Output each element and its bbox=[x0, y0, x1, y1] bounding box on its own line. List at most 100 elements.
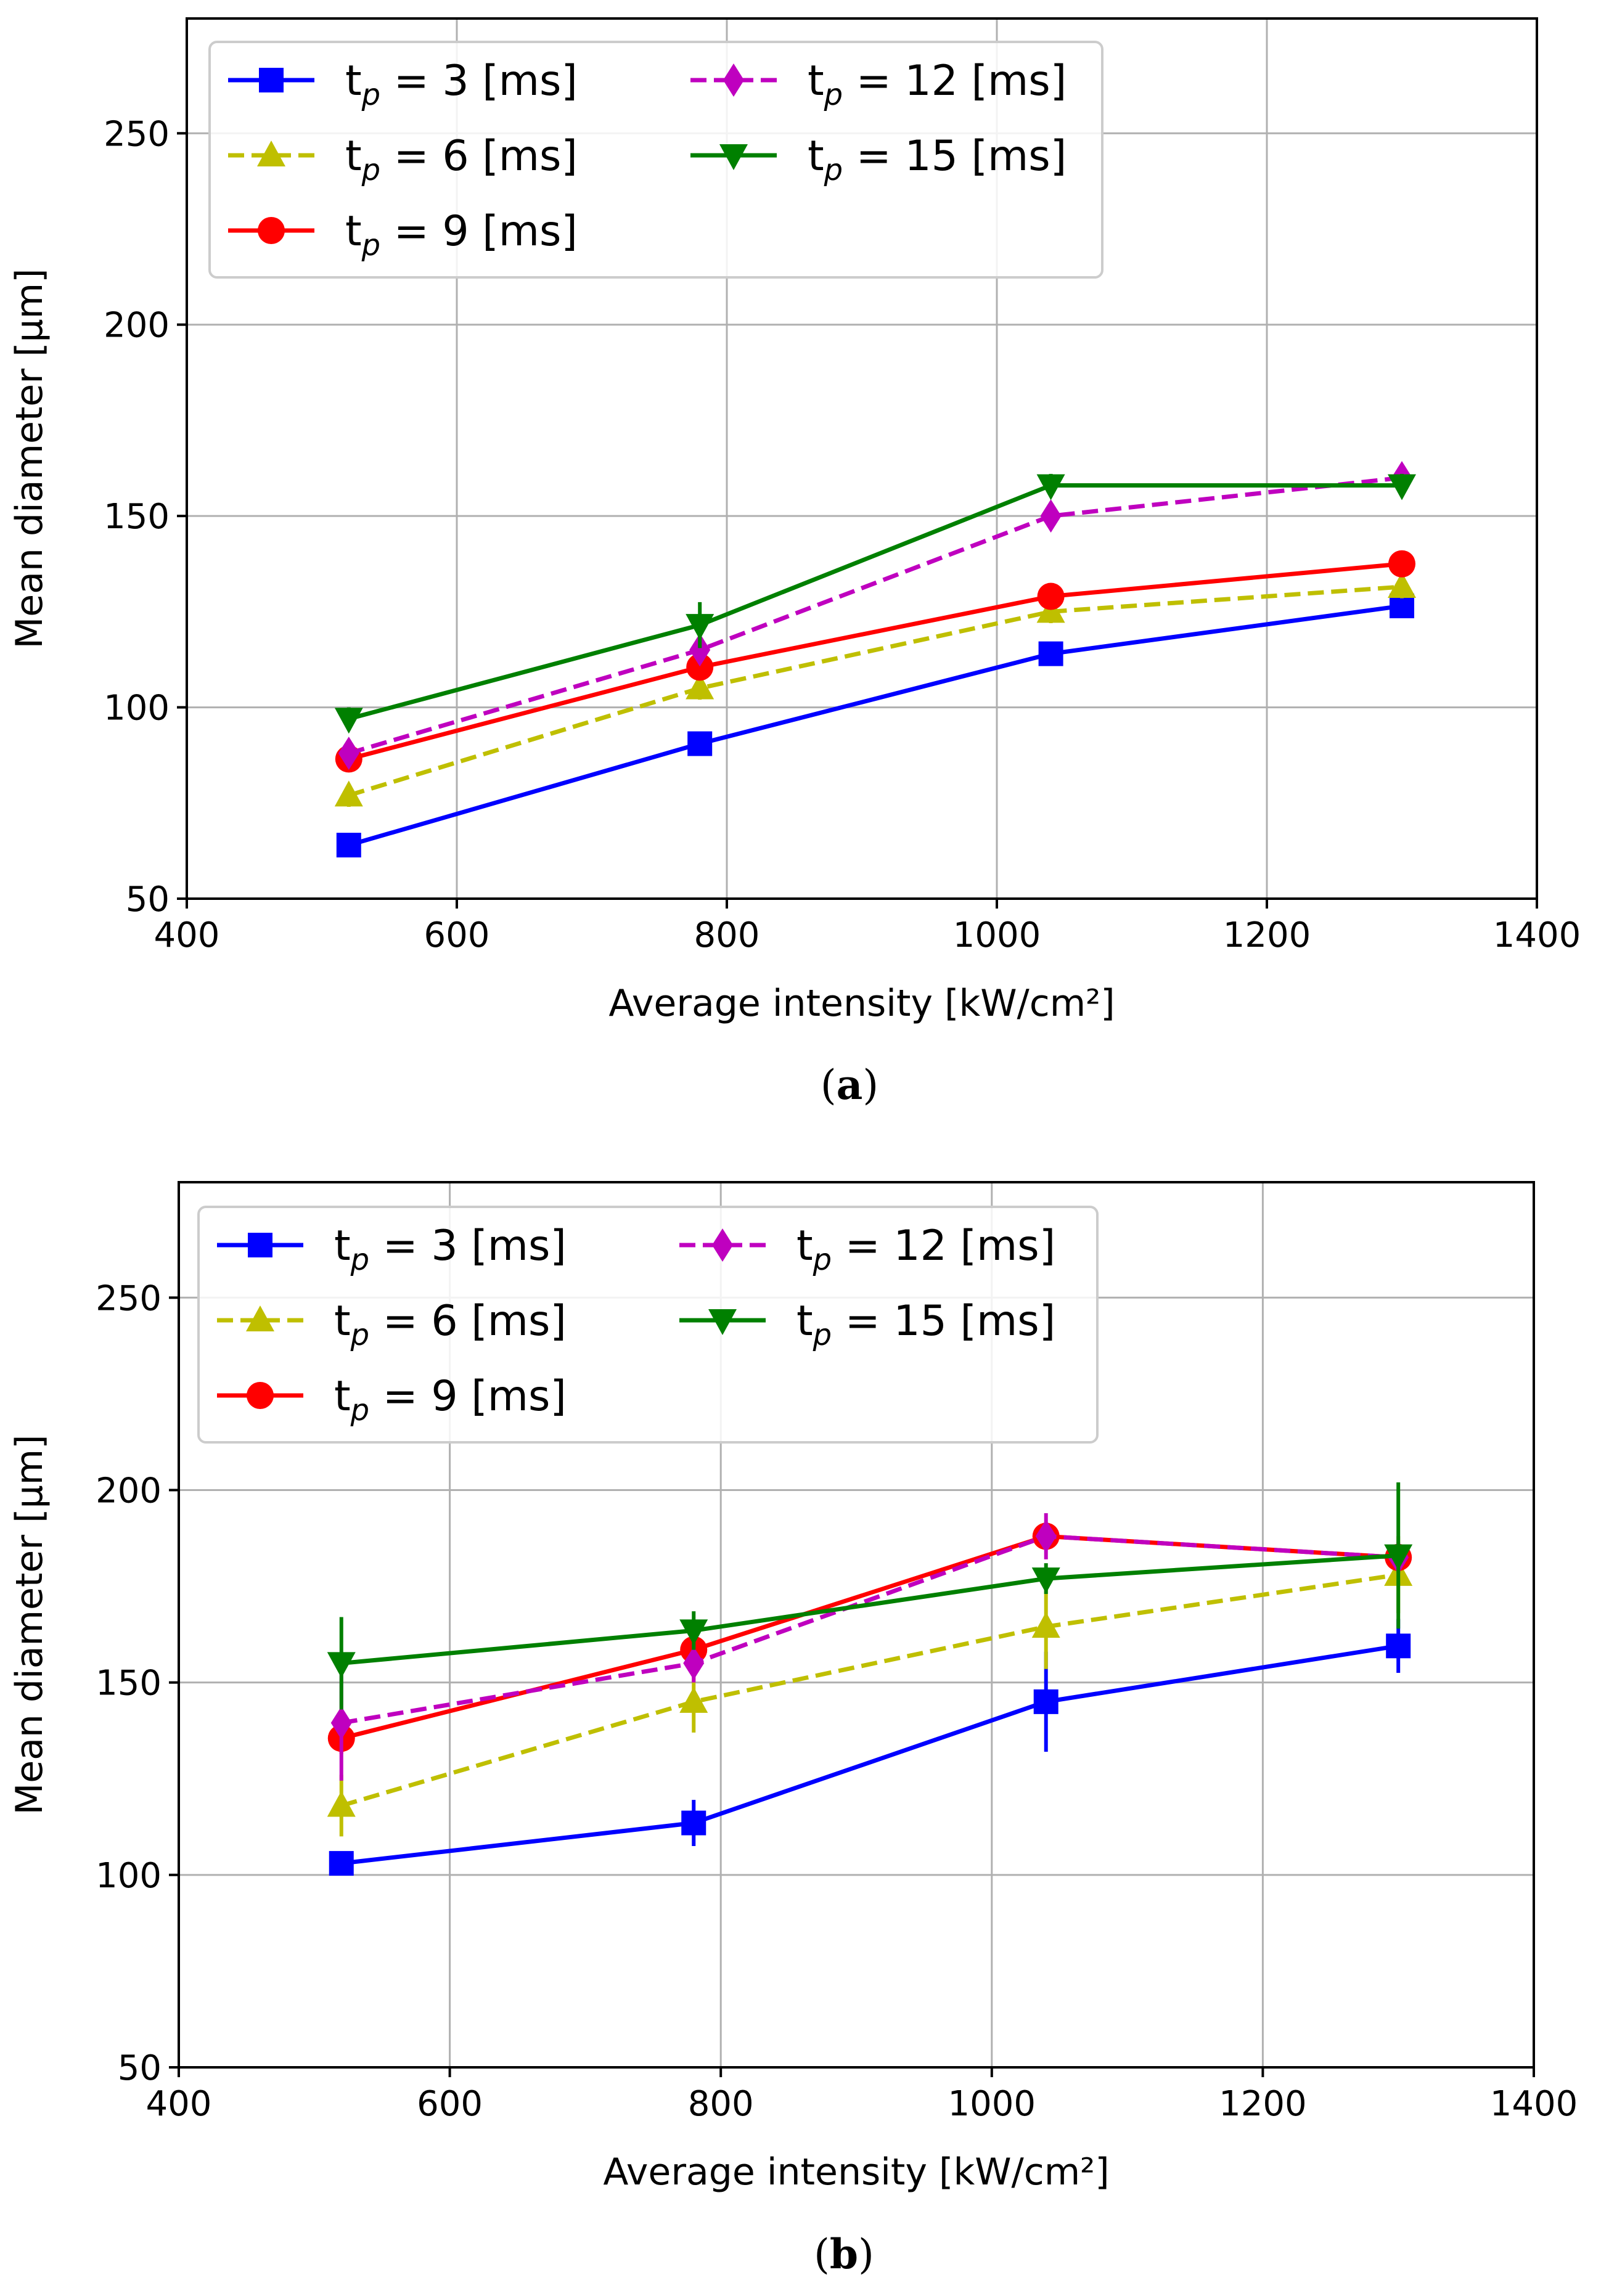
y-tick-label: 150 bbox=[104, 497, 170, 537]
data-point bbox=[1388, 550, 1415, 578]
legend-item-3: tp = 12 [ms] bbox=[690, 57, 1067, 112]
y-tick-label: 50 bbox=[126, 880, 170, 920]
plot-frame bbox=[178, 1181, 1535, 2069]
y-tick-label: 200 bbox=[96, 1471, 162, 1511]
series-0 bbox=[336, 594, 1414, 858]
legend-item-2: tp = 9 [ms] bbox=[217, 1372, 567, 1428]
series-line bbox=[340, 1572, 1399, 1808]
data-point bbox=[683, 1646, 705, 1680]
data-point bbox=[1036, 474, 1065, 500]
data-point bbox=[334, 708, 363, 734]
data-point bbox=[679, 1619, 708, 1646]
series-line bbox=[348, 584, 1402, 798]
legend-label: tp = 6 [ms] bbox=[334, 1297, 567, 1352]
data-point bbox=[1031, 1612, 1060, 1638]
series-0 bbox=[329, 1619, 1411, 1876]
chart-panel-b: 400 600 800 1000 1200 1400 50 100 150 200 250 Avera… bbox=[8, 1181, 1578, 2278]
data-point bbox=[689, 633, 711, 667]
y-tick-label: 200 bbox=[104, 306, 170, 346]
legend-label: tp = 15 [ms] bbox=[808, 132, 1067, 187]
data-point bbox=[1384, 1544, 1413, 1571]
legend-box bbox=[208, 41, 1104, 279]
plot-frame bbox=[186, 17, 1538, 900]
legend-marker bbox=[708, 1309, 737, 1335]
data-point bbox=[1031, 1567, 1060, 1594]
legend-item-4: tp = 15 [ms] bbox=[690, 132, 1067, 187]
legend-marker bbox=[246, 1305, 274, 1331]
series-4 bbox=[334, 473, 1416, 734]
data-point bbox=[686, 653, 714, 681]
y-tick-label: 100 bbox=[104, 688, 170, 729]
x-tick-label: 400 bbox=[146, 2084, 212, 2124]
legend-label: tp = 15 [ms] bbox=[796, 1297, 1055, 1352]
legend-marker bbox=[258, 217, 285, 244]
panel-caption: (b) bbox=[814, 2230, 874, 2278]
y-tick-label: 250 bbox=[104, 114, 170, 154]
legend-item-2: tp = 9 [ms] bbox=[228, 207, 578, 263]
x-axis-label: Average intensity [kW/cm²] bbox=[603, 2151, 1109, 2194]
y-tick-label: 50 bbox=[118, 2048, 162, 2088]
x-tick-label: 1000 bbox=[948, 2084, 1036, 2124]
legend-marker bbox=[248, 1233, 272, 1257]
data-point bbox=[1038, 641, 1063, 666]
data-point bbox=[1037, 582, 1065, 610]
series-line bbox=[348, 475, 1402, 756]
x-tick-label: 1200 bbox=[1219, 2084, 1307, 2124]
series-1 bbox=[327, 1536, 1413, 1837]
data-point bbox=[327, 1791, 356, 1817]
series-line bbox=[341, 1553, 1399, 1665]
data-point bbox=[681, 1810, 706, 1836]
x-tick-label: 600 bbox=[417, 2084, 483, 2124]
data-point bbox=[1386, 1633, 1411, 1659]
x-tick-label: 600 bbox=[424, 915, 490, 955]
series-line bbox=[348, 603, 1402, 848]
legend-label: tp = 3 [ms] bbox=[345, 57, 578, 112]
chart-panel-a: 400 600 800 1000 1200 1400 50 100 150 200 250 Avera… bbox=[8, 17, 1581, 1109]
legend-item-3: tp = 12 [ms] bbox=[679, 1222, 1055, 1277]
legend-marker bbox=[247, 1382, 274, 1409]
data-point bbox=[338, 737, 359, 770]
data-point bbox=[334, 780, 363, 807]
legend-marker bbox=[723, 63, 744, 97]
x-tick-label: 1000 bbox=[953, 915, 1041, 955]
legend-marker bbox=[719, 144, 748, 170]
legend-marker bbox=[259, 68, 284, 92]
x-tick-label: 1400 bbox=[1493, 915, 1581, 955]
data-point bbox=[1040, 499, 1062, 533]
legend-box bbox=[197, 1206, 1099, 1444]
legend-label: tp = 12 [ms] bbox=[796, 1222, 1055, 1277]
legend-label: tp = 9 [ms] bbox=[345, 207, 578, 263]
legend-label: tp = 3 [ms] bbox=[334, 1222, 567, 1277]
legend-item-0: tp = 3 [ms] bbox=[228, 57, 578, 112]
legend-label: tp = 12 [ms] bbox=[808, 57, 1067, 112]
series-line bbox=[348, 483, 1402, 721]
legend: tp = 3 [ms] tp = 6 [ms] tp = 9 [ms] tp = 12… bbox=[208, 41, 1104, 279]
x-axis-label: Average intensity [kW/cm²] bbox=[608, 982, 1115, 1025]
series-1 bbox=[334, 571, 1416, 807]
legend-marker bbox=[712, 1228, 733, 1262]
data-point bbox=[686, 673, 715, 700]
series-3 bbox=[330, 1513, 1409, 1781]
legend-label: tp = 6 [ms] bbox=[345, 132, 578, 187]
y-tick-label: 250 bbox=[96, 1278, 162, 1318]
data-point bbox=[679, 1686, 708, 1713]
legend-item-1: tp = 6 [ms] bbox=[228, 132, 578, 187]
data-point bbox=[329, 1851, 354, 1876]
legend-item-4: tp = 15 [ms] bbox=[679, 1297, 1055, 1352]
series-line bbox=[341, 1534, 1399, 1725]
y-tick-label: 100 bbox=[96, 1856, 162, 1896]
x-tick-label: 400 bbox=[154, 915, 220, 955]
data-point bbox=[1388, 474, 1416, 500]
data-point bbox=[330, 1706, 352, 1740]
data-point bbox=[1035, 1519, 1057, 1553]
data-point bbox=[687, 731, 713, 756]
data-point bbox=[336, 833, 361, 858]
data-point bbox=[1033, 1689, 1058, 1714]
legend-item-1: tp = 6 [ms] bbox=[217, 1297, 567, 1352]
panel-caption: (a) bbox=[821, 1061, 878, 1109]
legend-marker bbox=[257, 141, 285, 166]
legend-item-0: tp = 3 [ms] bbox=[217, 1222, 567, 1277]
y-tick-label: 150 bbox=[96, 1664, 162, 1704]
x-tick-label: 1200 bbox=[1223, 915, 1311, 955]
